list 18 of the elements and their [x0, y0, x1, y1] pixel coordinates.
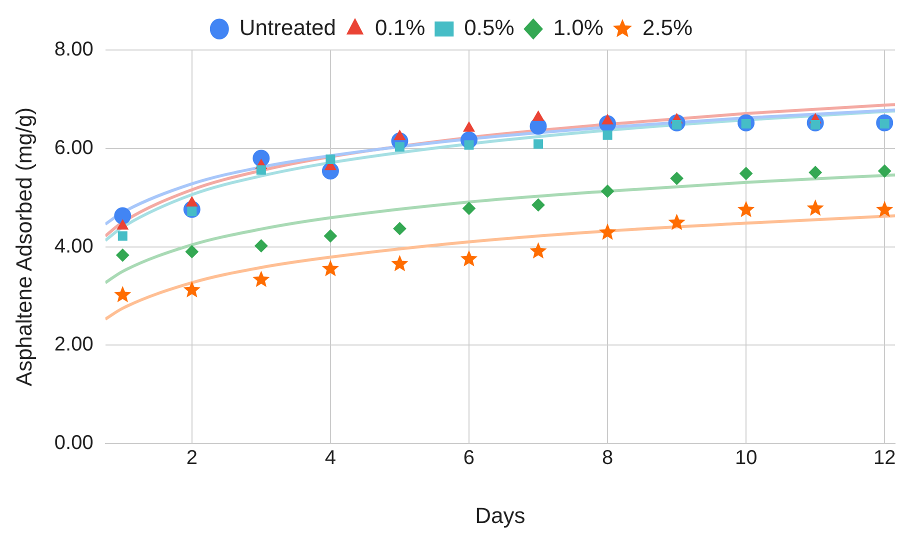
legend-label: 2.5% — [642, 15, 693, 40]
legend-label: 0.1% — [375, 15, 426, 40]
y-tick-label: 8.00 — [54, 38, 94, 61]
x-tick-label: 10 — [734, 447, 758, 470]
legend-label: Untreated — [239, 15, 336, 40]
legend-label: 1.0% — [553, 15, 604, 40]
x-tick-label: 6 — [463, 447, 475, 470]
x-tick-label: 8 — [602, 447, 614, 470]
y-tick-label: 2.00 — [54, 334, 94, 356]
y-tick-label: 4.00 — [54, 235, 94, 258]
x-tick-label: 2 — [186, 447, 198, 470]
x-tick-label: 4 — [324, 447, 336, 470]
y-axis-title: Asphaltene Adsorbed (mg/g) — [11, 107, 36, 386]
legend-label: 0.5% — [464, 15, 514, 40]
y-tick-label: 0.00 — [54, 432, 94, 454]
y-tick-label: 6.00 — [54, 136, 94, 159]
x-axis-title: Days — [475, 502, 526, 528]
x-tick-label: 12 — [873, 447, 896, 470]
